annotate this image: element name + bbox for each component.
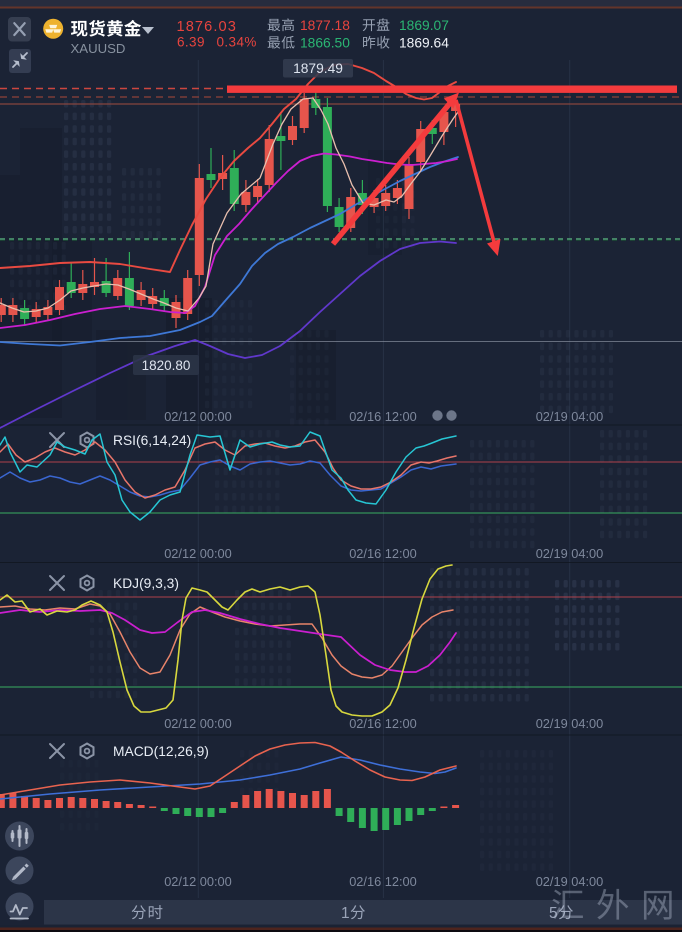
svg-text:02/12 00:00: 02/12 00:00: [164, 546, 232, 561]
svg-text:1820.80: 1820.80: [142, 358, 191, 373]
svg-text:02/19 04:00: 02/19 04:00: [536, 874, 604, 889]
svg-text:02/12 00:00: 02/12 00:00: [164, 716, 232, 731]
svg-text:02/19 04:00: 02/19 04:00: [536, 409, 604, 424]
svg-text:02/19 04:00: 02/19 04:00: [536, 546, 604, 561]
svg-text:02/19 04:00: 02/19 04:00: [536, 716, 604, 731]
svg-text:02/12 00:00: 02/12 00:00: [164, 874, 232, 889]
svg-text:1: 1: [341, 905, 350, 922]
svg-text:0.34%: 0.34%: [217, 35, 257, 50]
svg-text:KDJ(9,3,3): KDJ(9,3,3): [113, 576, 179, 591]
svg-text:02/16 12:00: 02/16 12:00: [349, 874, 417, 889]
svg-text:1879.49: 1879.49: [293, 61, 343, 76]
svg-text:02/16 12:00: 02/16 12:00: [349, 716, 417, 731]
svg-text:1877.18: 1877.18: [300, 18, 350, 33]
svg-text:RSI(6,14,24): RSI(6,14,24): [113, 433, 191, 448]
svg-text:6.39: 6.39: [177, 35, 205, 50]
svg-text:1866.50: 1866.50: [300, 36, 350, 51]
svg-text:02/12 00:00: 02/12 00:00: [164, 409, 232, 424]
svg-text:1869.07: 1869.07: [399, 18, 449, 33]
svg-text:5: 5: [549, 905, 558, 922]
svg-text:XAUUSD: XAUUSD: [71, 41, 126, 56]
svg-text:1869.64: 1869.64: [399, 36, 449, 51]
svg-text:02/16 12:00: 02/16 12:00: [349, 546, 417, 561]
svg-text:1876.03: 1876.03: [177, 19, 237, 35]
svg-text:02/16 12:00: 02/16 12:00: [349, 409, 417, 424]
svg-text:MACD(12,26,9): MACD(12,26,9): [113, 744, 209, 759]
